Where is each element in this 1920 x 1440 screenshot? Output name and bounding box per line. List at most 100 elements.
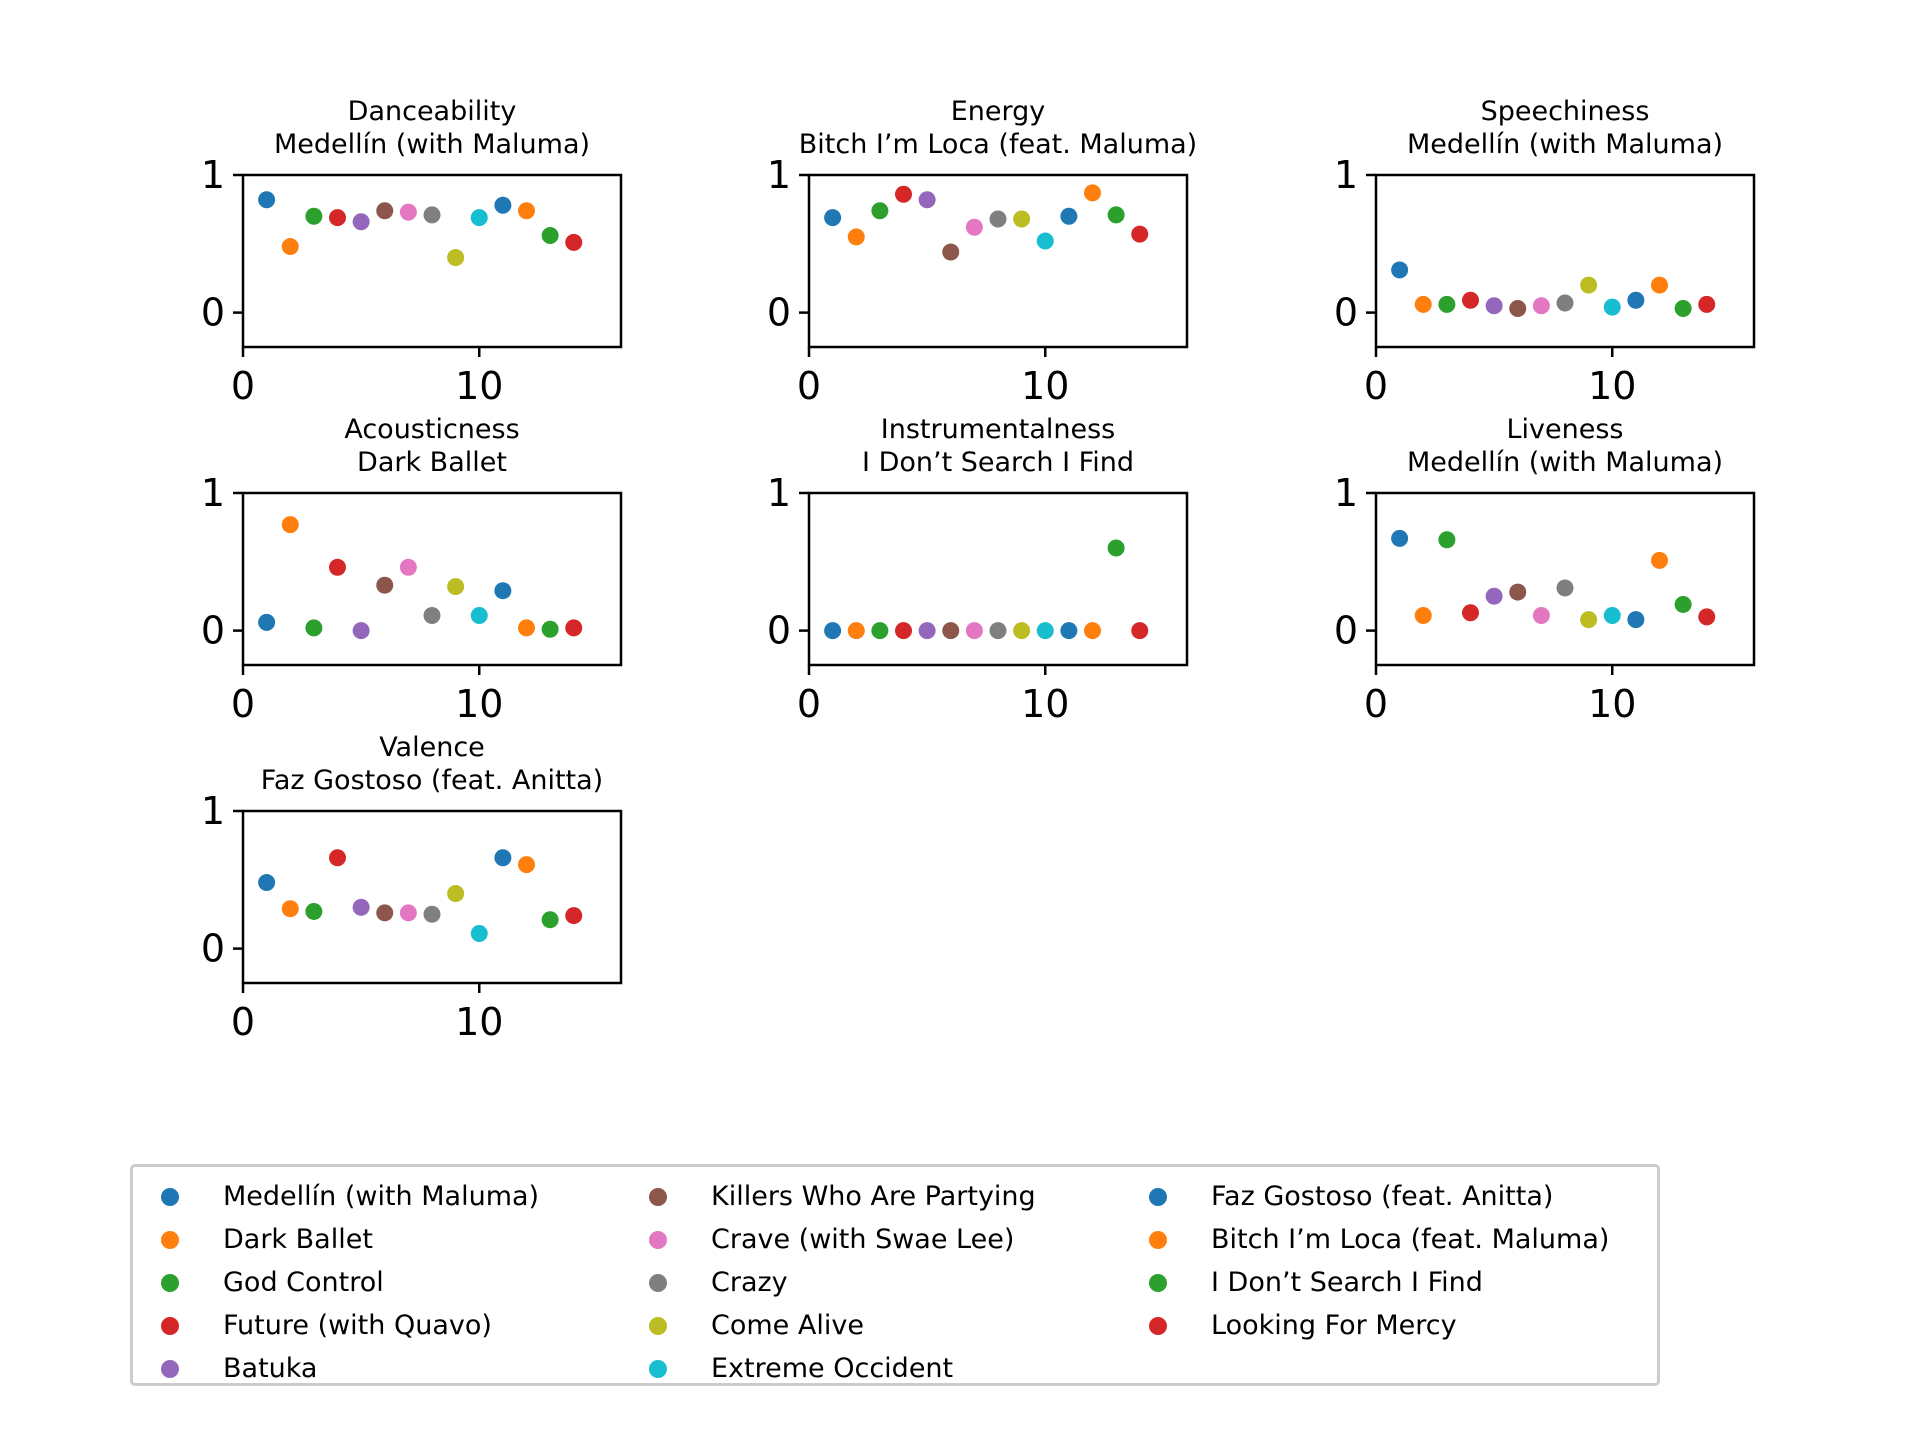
legend-marker: [1149, 1316, 1167, 1335]
x-tick-label: 10: [1588, 682, 1636, 726]
legend-marker: [649, 1187, 667, 1206]
x-tick-label: 10: [455, 364, 503, 408]
legend-item: Crave (with Swae Lee): [621, 1218, 1036, 1261]
y-tick-label: 1: [201, 471, 225, 515]
data-point: [423, 606, 441, 624]
data-point: [1036, 232, 1054, 250]
x-tick-label: 0: [1364, 364, 1388, 408]
data-point: [942, 622, 960, 640]
legend-label: Dark Ballet: [223, 1224, 373, 1255]
data-point: [1651, 551, 1668, 569]
subplot-subtitle: I Don’t Search I Find: [862, 447, 1134, 478]
x-tick-label: 0: [797, 682, 821, 726]
legend-marker: [1149, 1273, 1167, 1292]
data-point: [942, 243, 960, 261]
data-point: [399, 904, 417, 922]
data-point: [565, 907, 583, 925]
data-point: [470, 606, 488, 624]
data-point: [1674, 299, 1692, 317]
data-point: [1698, 608, 1716, 626]
data-point: [329, 209, 346, 227]
data-point: [895, 622, 912, 640]
y-tick-label: 0: [201, 609, 225, 653]
y-tick-label: 1: [1334, 471, 1358, 515]
legend-column-1: Medellín (with Maluma) Dark Ballet God C…: [133, 1175, 539, 1390]
x-tick-label: 0: [231, 1000, 255, 1044]
data-point: [305, 619, 323, 637]
data-point: [965, 622, 983, 640]
data-point: [1084, 622, 1101, 640]
subplot-title: Valence: [379, 732, 485, 763]
x-tick-label: 0: [231, 364, 255, 408]
legend-label: Come Alive: [711, 1310, 864, 1341]
axes-frame: [241, 173, 623, 349]
data-point: [1391, 529, 1409, 547]
data-point: [1036, 622, 1054, 640]
data-point: [1651, 276, 1668, 294]
x-tick-label: 0: [797, 364, 821, 408]
data-point: [518, 619, 535, 637]
data-point: [1060, 207, 1078, 225]
legend-label: Bitch I’m Loca (feat. Maluma): [1211, 1224, 1610, 1255]
x-tick-label: 10: [455, 682, 503, 726]
data-point: [329, 849, 346, 867]
y-tick-label: 1: [767, 471, 791, 515]
data-point: [494, 849, 512, 867]
legend-marker: [649, 1316, 667, 1335]
x-tick-label: 10: [1021, 364, 1069, 408]
legend-item: Future (with Quavo): [133, 1304, 539, 1347]
data-point: [1131, 622, 1149, 640]
legend-marker: [161, 1359, 179, 1378]
data-point: [565, 619, 583, 637]
data-point: [1485, 587, 1503, 605]
data-point: [1698, 295, 1716, 313]
subplot-subtitle: Bitch I’m Loca (feat. Maluma): [799, 129, 1197, 160]
subplot-subtitle: Dark Ballet: [357, 447, 507, 478]
legend-label: Medellín (with Maluma): [223, 1181, 540, 1212]
y-tick-label: 1: [201, 153, 225, 197]
legend-column-2: Killers Who Are Partying Crave (with Swa…: [621, 1175, 1036, 1390]
subplot-title: Acousticness: [344, 414, 519, 445]
data-point: [258, 874, 276, 892]
data-point: [1462, 291, 1479, 309]
data-point: [1509, 299, 1527, 317]
data-point: [847, 622, 865, 640]
y-tick-label: 0: [201, 927, 225, 971]
y-tick-label: 0: [1334, 609, 1358, 653]
legend-label: Future (with Quavo): [223, 1310, 492, 1341]
data-point: [518, 202, 535, 220]
y-tick-label: 0: [1334, 291, 1358, 335]
subplot-title: Instrumentalness: [881, 414, 1115, 445]
legend-marker: [161, 1273, 179, 1292]
data-point: [352, 213, 370, 231]
legend-label: God Control: [223, 1267, 384, 1298]
x-tick-label: 10: [455, 1000, 503, 1044]
data-point: [447, 249, 465, 267]
data-point: [1532, 297, 1550, 315]
y-tick-label: 1: [201, 789, 225, 833]
legend-marker: [161, 1230, 179, 1249]
legend-item: Batuka: [133, 1347, 539, 1390]
legend-item: Bitch I’m Loca (feat. Maluma): [1121, 1218, 1609, 1261]
data-point: [1107, 539, 1125, 557]
axes-frame: [1374, 173, 1756, 349]
data-point: [1414, 606, 1432, 624]
axes-frame: [1374, 491, 1756, 667]
data-point: [871, 202, 889, 220]
data-point: [518, 856, 535, 874]
legend-marker: [161, 1316, 179, 1335]
data-point: [965, 218, 983, 236]
subplot-subtitle: Medellín (with Maluma): [274, 129, 590, 160]
data-point: [1603, 298, 1621, 316]
legend-label: Looking For Mercy: [1211, 1310, 1457, 1341]
data-point: [918, 191, 936, 209]
data-point: [399, 558, 417, 576]
data-point: [305, 902, 323, 920]
data-point: [1603, 606, 1621, 624]
data-point: [470, 924, 488, 942]
